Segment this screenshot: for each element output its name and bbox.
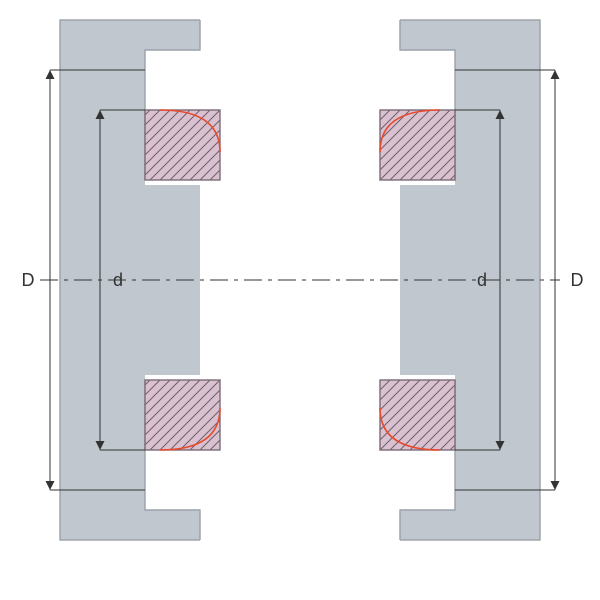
- arrowhead: [46, 70, 55, 79]
- arrowhead: [551, 70, 560, 79]
- bearing-ring-section: [145, 380, 220, 450]
- arrowhead: [46, 481, 55, 490]
- bearing-ring-section: [145, 110, 220, 180]
- bearing-diagram: Dd d D: [0, 0, 600, 600]
- dim-label-Db: D: [22, 270, 35, 290]
- dim-label-db: d: [113, 270, 123, 290]
- dim-label-da: d: [477, 270, 487, 290]
- bearing-ring-section: [380, 110, 455, 180]
- dim-label-Da: D: [571, 270, 584, 290]
- bearing-ring-section: [380, 380, 455, 450]
- arrowhead: [551, 481, 560, 490]
